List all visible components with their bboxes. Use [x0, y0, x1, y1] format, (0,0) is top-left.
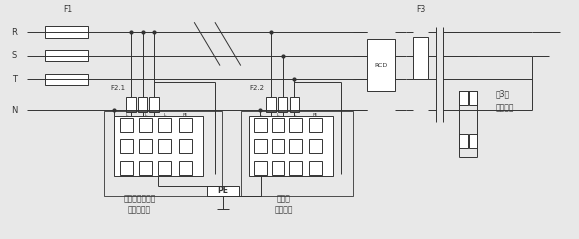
Bar	[120, 161, 133, 175]
Bar	[179, 161, 192, 175]
Bar	[45, 50, 88, 61]
Text: 防雷保护: 防雷保护	[495, 103, 514, 112]
Bar	[240, 111, 353, 196]
Bar	[113, 116, 203, 176]
Text: 第１级防雷保护: 第１级防雷保护	[123, 194, 156, 203]
Bar	[126, 97, 135, 112]
Text: F2.1: F2.1	[110, 85, 125, 91]
Text: L: L	[144, 113, 146, 117]
Bar	[139, 139, 152, 153]
Bar	[470, 91, 477, 105]
Bar	[272, 118, 284, 132]
Bar	[367, 39, 395, 91]
Text: 防雷保护: 防雷保护	[274, 206, 293, 215]
Text: F2.2: F2.2	[250, 85, 265, 91]
Text: F1: F1	[63, 5, 72, 14]
Bar	[289, 161, 302, 175]
Bar	[179, 139, 192, 153]
Text: F3: F3	[416, 5, 425, 14]
Text: L: L	[294, 113, 296, 117]
Bar	[158, 139, 171, 153]
Text: S: S	[12, 51, 17, 60]
Text: L: L	[259, 113, 262, 117]
Bar	[309, 161, 322, 175]
Bar	[138, 97, 147, 112]
Text: RCD: RCD	[375, 63, 388, 68]
Text: R: R	[11, 27, 17, 37]
Bar	[45, 74, 88, 85]
Text: N: N	[11, 106, 17, 114]
Bar	[290, 97, 299, 112]
Bar	[158, 118, 171, 132]
Text: 第3级: 第3级	[495, 89, 510, 98]
Bar	[272, 139, 284, 153]
Text: PE: PE	[218, 186, 229, 196]
Bar	[207, 186, 239, 196]
Bar	[120, 139, 133, 153]
Bar	[289, 139, 302, 153]
Bar	[470, 134, 477, 148]
Bar	[179, 118, 192, 132]
Bar	[460, 134, 468, 148]
Bar	[158, 161, 171, 175]
Text: L: L	[277, 113, 279, 117]
Bar	[120, 118, 133, 132]
Bar	[278, 97, 287, 112]
Text: PE: PE	[183, 113, 189, 117]
Text: （建筑用）: （建筑用）	[128, 206, 151, 215]
Text: PE: PE	[313, 113, 318, 117]
Bar	[149, 97, 159, 112]
Bar	[309, 118, 322, 132]
Bar	[460, 91, 468, 105]
Bar	[266, 97, 276, 112]
Bar	[139, 118, 152, 132]
Text: T: T	[12, 75, 17, 84]
Bar	[254, 161, 267, 175]
Bar	[249, 116, 333, 176]
Bar	[104, 111, 222, 196]
Bar	[45, 27, 88, 38]
Bar	[309, 139, 322, 153]
Bar	[413, 37, 428, 79]
Text: L: L	[125, 113, 127, 117]
Bar	[289, 118, 302, 132]
Bar	[254, 118, 267, 132]
Text: 第２级: 第２级	[277, 194, 291, 203]
Bar	[272, 161, 284, 175]
Text: L: L	[163, 113, 166, 117]
Bar	[254, 139, 267, 153]
Bar	[139, 161, 152, 175]
